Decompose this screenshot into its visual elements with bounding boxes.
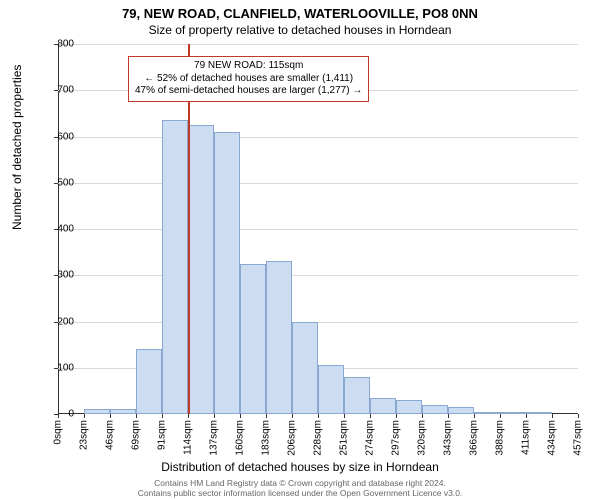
histogram-bar <box>136 349 162 414</box>
page-title: 79, NEW ROAD, CLANFIELD, WATERLOOVILLE, … <box>0 0 600 21</box>
x-tick-mark <box>422 414 423 418</box>
x-axis-label: Distribution of detached houses by size … <box>0 460 600 474</box>
x-tick-mark <box>292 414 293 418</box>
x-tick-label: 457sqm <box>573 420 584 456</box>
y-tick-label: 700 <box>44 85 74 96</box>
x-tick-label: 46sqm <box>105 420 116 450</box>
histogram-bar <box>500 412 526 414</box>
x-tick-label: 297sqm <box>391 420 402 456</box>
histogram-bar <box>292 322 318 415</box>
x-tick-label: 274sqm <box>365 420 376 456</box>
y-tick-label: 600 <box>44 131 74 142</box>
annotation-line-1: 79 NEW ROAD: 115sqm <box>135 60 362 73</box>
y-tick-label: 800 <box>44 39 74 50</box>
x-tick-mark <box>188 414 189 418</box>
x-tick-mark <box>500 414 501 418</box>
x-tick-mark <box>136 414 137 418</box>
y-tick-label: 500 <box>44 177 74 188</box>
histogram-bar <box>318 365 344 414</box>
x-tick-mark <box>448 414 449 418</box>
x-tick-mark <box>552 414 553 418</box>
histogram-bar <box>266 261 292 414</box>
x-tick-label: 23sqm <box>79 420 90 450</box>
x-tick-label: 343sqm <box>443 420 454 456</box>
x-tick-label: 0sqm <box>53 420 64 444</box>
histogram-bar <box>396 400 422 414</box>
footer-attribution: Contains HM Land Registry data © Crown c… <box>0 478 600 498</box>
x-tick-mark <box>526 414 527 418</box>
x-tick-mark <box>474 414 475 418</box>
annotation-box: 79 NEW ROAD: 115sqm ← 52% of detached ho… <box>128 56 369 102</box>
histogram-bar <box>110 409 136 414</box>
histogram-bar <box>370 398 396 414</box>
x-tick-label: 251sqm <box>339 420 350 456</box>
x-tick-label: 183sqm <box>261 420 272 456</box>
annotation-line-3: 47% of semi-detached houses are larger (… <box>135 85 362 98</box>
histogram-bar <box>422 405 448 414</box>
histogram-bar <box>240 264 266 414</box>
x-tick-mark <box>578 414 579 418</box>
x-tick-mark <box>344 414 345 418</box>
histogram-chart: 0sqm23sqm46sqm69sqm91sqm114sqm137sqm160s… <box>58 44 578 414</box>
histogram-bar <box>526 412 552 414</box>
footer-line-2: Contains public sector information licen… <box>0 488 600 498</box>
x-tick-label: 160sqm <box>235 420 246 456</box>
grid-line <box>58 137 578 138</box>
x-tick-mark <box>110 414 111 418</box>
page-subtitle: Size of property relative to detached ho… <box>0 21 600 37</box>
histogram-bar <box>474 412 500 414</box>
grid-line <box>58 229 578 230</box>
footer-line-1: Contains HM Land Registry data © Crown c… <box>0 478 600 488</box>
x-tick-label: 69sqm <box>131 420 142 450</box>
y-tick-label: 300 <box>44 270 74 281</box>
x-tick-mark <box>84 414 85 418</box>
histogram-bar <box>214 132 240 414</box>
x-tick-label: 366sqm <box>469 420 480 456</box>
y-tick-label: 100 <box>44 362 74 373</box>
x-tick-mark <box>396 414 397 418</box>
histogram-bar <box>344 377 370 414</box>
x-tick-label: 320sqm <box>417 420 428 456</box>
x-tick-label: 411sqm <box>521 420 532 455</box>
histogram-bar <box>84 409 110 414</box>
histogram-bar <box>162 120 188 414</box>
histogram-bar <box>188 125 214 414</box>
y-tick-label: 400 <box>44 224 74 235</box>
x-tick-label: 114sqm <box>183 420 194 455</box>
x-tick-mark <box>266 414 267 418</box>
x-tick-label: 434sqm <box>547 420 558 456</box>
grid-line <box>58 44 578 45</box>
x-tick-mark <box>214 414 215 418</box>
annotation-line-2: ← 52% of detached houses are smaller (1,… <box>135 73 362 86</box>
x-tick-mark <box>240 414 241 418</box>
grid-line <box>58 183 578 184</box>
x-tick-mark <box>370 414 371 418</box>
y-axis-label: Number of detached properties <box>10 65 24 230</box>
x-tick-label: 228sqm <box>313 420 324 456</box>
x-tick-label: 206sqm <box>287 420 298 456</box>
x-tick-mark <box>162 414 163 418</box>
grid-line <box>58 275 578 276</box>
grid-line <box>58 322 578 323</box>
x-tick-label: 91sqm <box>157 420 168 450</box>
x-tick-label: 388sqm <box>495 420 506 456</box>
y-tick-label: 200 <box>44 316 74 327</box>
histogram-bar <box>448 407 474 414</box>
x-tick-label: 137sqm <box>209 420 220 456</box>
x-tick-mark <box>318 414 319 418</box>
y-tick-label: 0 <box>44 409 74 420</box>
